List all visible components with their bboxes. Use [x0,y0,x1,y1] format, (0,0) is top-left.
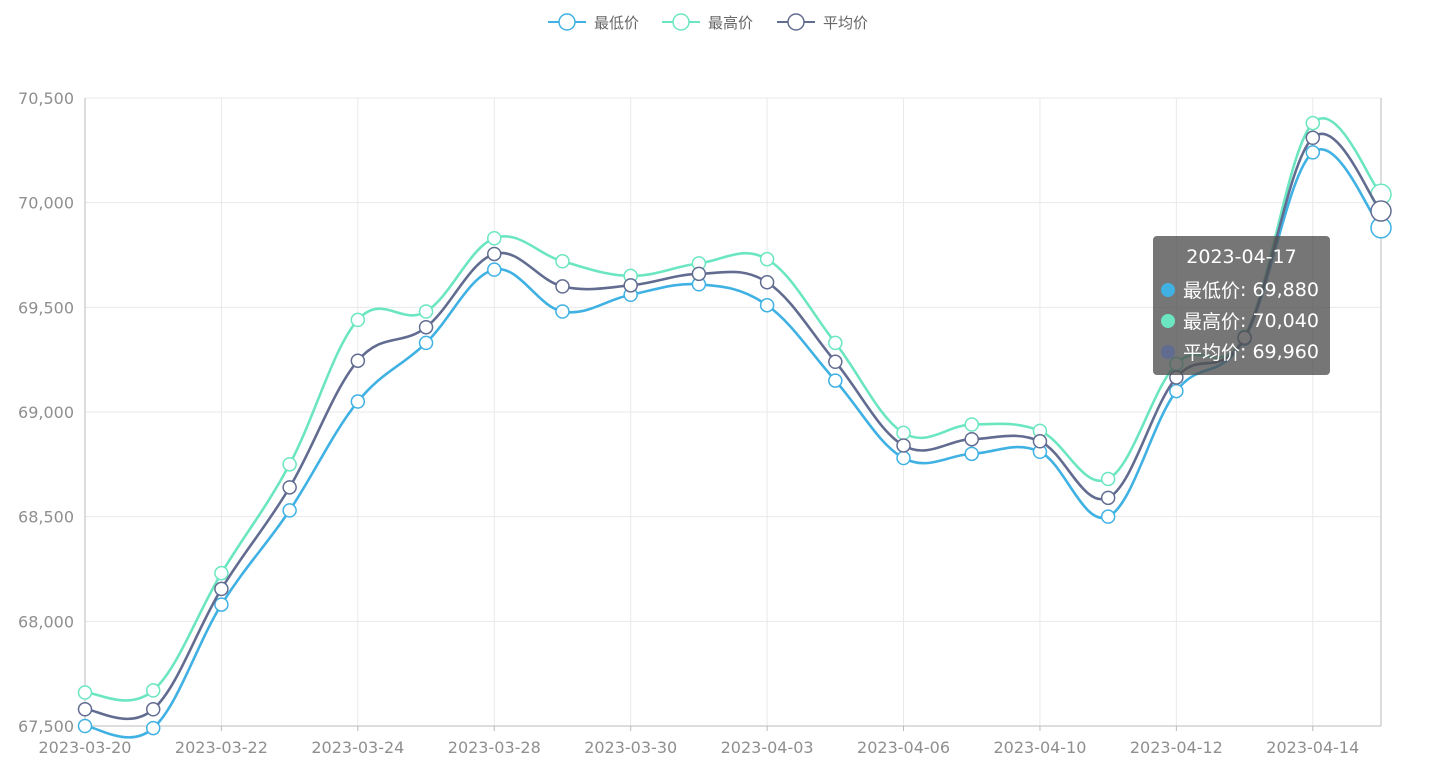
legend-label: 最低价 [594,14,639,32]
data-point[interactable] [1100,471,1116,487]
tooltip-row-low: 最低价: 69,880 [1161,274,1322,305]
data-point[interactable] [145,702,161,717]
data-point[interactable] [1169,383,1184,399]
tooltip-dot-low [1161,282,1175,297]
legend-marker-icon [672,13,690,31]
legend-label: 平均价 [823,14,868,32]
data-point[interactable] [623,278,638,293]
tooltip-label-avg: 平均价 [1183,342,1241,364]
y-tick-label: 68,500 [18,508,74,527]
tooltip-label-high: 最高价 [1183,311,1241,333]
x-tick-label: 2023-03-24 [311,738,404,757]
series-low [77,145,1392,739]
tooltip-row-high: 最高价: 70,040 [1161,305,1322,336]
data-point[interactable] [759,251,775,267]
data-point[interactable] [964,431,979,447]
data-point[interactable] [759,274,775,290]
y-tick-label: 69,500 [18,298,74,317]
tooltip-value-low: 69,880 [1252,278,1319,301]
data-point[interactable] [555,304,570,319]
series-avg [77,130,1392,721]
data-point[interactable] [1100,490,1116,506]
data-point[interactable] [964,417,979,432]
data-point[interactable] [1032,434,1048,449]
data-point[interactable] [77,702,93,717]
tooltip-title: 2023-04-17 [1186,246,1297,268]
series-high [77,115,1392,702]
x-tick-label: 2023-03-20 [39,738,132,757]
data-point[interactable] [487,246,502,262]
data-point[interactable] [896,450,911,466]
data-point[interactable] [145,720,161,736]
data-point[interactable] [214,565,229,581]
data-point[interactable] [555,279,570,294]
data-point[interactable] [1305,130,1321,146]
data-point[interactable] [964,446,979,462]
y-tick-label: 70,500 [18,89,74,108]
tooltip: 2023-04-17 最低价: 69,880 最高价: 70,040 平均价: … [1153,236,1330,375]
legend-item-avg[interactable]: 平均价 [777,13,868,32]
legend-marker-icon [558,13,576,31]
x-tick-label: 2023-04-12 [1130,738,1223,757]
legend-label: 最高价 [708,14,753,32]
data-point[interactable] [282,480,297,495]
legend-item-high[interactable]: 最高价 [662,13,753,32]
x-tick-label: 2023-04-03 [721,738,814,757]
y-tick-label: 68,000 [18,612,74,631]
data-point[interactable] [418,335,434,351]
series-line-high [84,117,1383,702]
data-point[interactable] [145,683,161,698]
x-tick-label: 2023-03-30 [584,738,677,757]
legend-marker-icon [787,13,805,31]
data-point[interactable] [350,312,366,328]
data-point[interactable] [759,297,775,313]
tooltip-dot-high [1161,313,1175,328]
x-tick-label: 2023-04-10 [993,738,1086,757]
data-point[interactable] [350,394,366,409]
y-tick-label: 67,500 [18,717,74,736]
series-line-avg [84,132,1383,721]
data-point[interactable] [691,266,707,282]
legend-item-low[interactable]: 最低价 [548,13,639,32]
data-point[interactable] [555,254,570,269]
grid [84,97,1381,727]
data-point[interactable] [282,503,297,518]
data-point[interactable] [896,425,911,441]
y-tick-label: 69,000 [18,403,74,422]
data-point[interactable] [214,581,229,597]
x-tick-label: 2023-03-22 [175,738,268,757]
data-point[interactable] [487,262,502,277]
data-point[interactable] [418,319,434,335]
y-tick-label: 70,000 [18,194,74,213]
data-point[interactable] [214,597,229,612]
data-point[interactable] [350,353,366,368]
data-point[interactable] [828,373,843,388]
data-point[interactable] [418,304,434,319]
data-point[interactable] [487,231,502,246]
data-point[interactable] [828,354,843,370]
tooltip-value-high: 70,040 [1252,309,1319,332]
x-tick-label: 2023-04-14 [1266,738,1359,757]
data-point[interactable] [282,457,297,472]
tooltip-label-low: 最低价 [1183,280,1241,302]
data-point[interactable] [77,685,93,700]
tooltip-dot-avg [1161,344,1175,359]
data-point[interactable] [1305,145,1321,160]
legend[interactable]: 最低价 最高价 平均价 [548,13,868,32]
axes: 67,500 68,000 68,500 69,000 69,500 70,000 70,5… [18,89,1382,757]
data-point[interactable] [1305,115,1321,131]
data-point[interactable] [828,335,843,351]
data-point[interactable] [77,718,93,734]
series-layer [77,115,1392,739]
x-tick-label: 2023-03-28 [448,738,541,757]
x-tick-label: 2023-04-06 [857,738,950,757]
data-point[interactable] [1100,509,1116,524]
tooltip-value-avg: 69,960 [1252,340,1319,363]
tooltip-row-avg: 平均价: 69,960 [1161,336,1322,367]
data-point[interactable] [1370,200,1392,222]
data-point[interactable] [896,438,911,453]
